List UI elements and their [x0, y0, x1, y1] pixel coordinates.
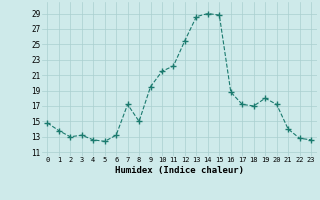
X-axis label: Humidex (Indice chaleur): Humidex (Indice chaleur) [115, 166, 244, 175]
